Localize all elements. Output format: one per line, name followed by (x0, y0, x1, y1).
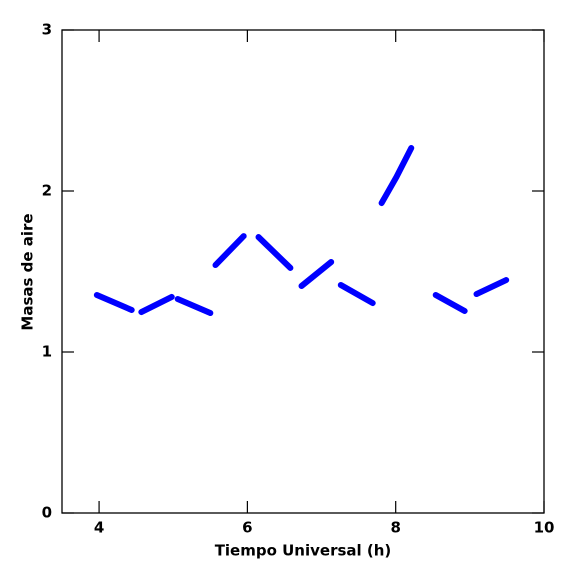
x-tick-label: 6 (242, 519, 252, 537)
x-tick-label: 4 (94, 519, 104, 537)
y-tick-label: 3 (42, 21, 52, 39)
x-axis-label: Tiempo Universal (h) (215, 542, 392, 560)
y-tick-label: 0 (42, 504, 52, 522)
y-tick-label: 1 (42, 343, 52, 361)
data-line (93, 145, 510, 317)
y-tick-label: 2 (42, 182, 52, 200)
x-tick-label: 8 (390, 519, 400, 537)
plot-frame (61, 29, 545, 514)
y-axis-label: Masas de aire (19, 213, 37, 330)
x-tick-label: 10 (534, 519, 555, 537)
